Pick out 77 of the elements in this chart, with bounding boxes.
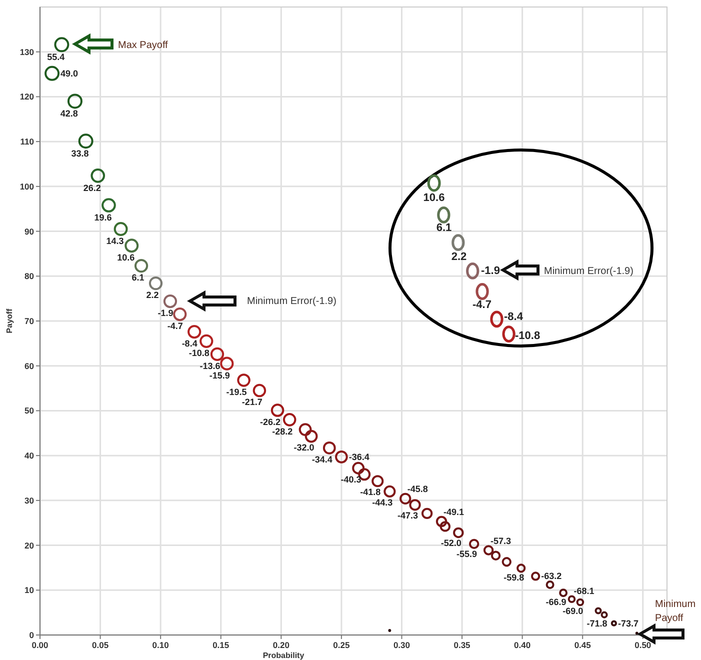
annotation: -71.8 [586, 618, 608, 628]
annotation: 42.8 [60, 108, 78, 119]
annotation: -21.7 [242, 397, 262, 408]
x-tick-label: 0.40 [514, 640, 531, 650]
annotation: Minimum Payoff [655, 599, 696, 624]
annotation: 2.2 [451, 251, 467, 263]
annotation: Max Payoff [118, 40, 168, 51]
y-tick-label: 10 [24, 585, 34, 596]
annotation: -44.3 [372, 497, 393, 508]
annotation: -4.7 [472, 299, 492, 311]
y-tick-label: 80 [24, 271, 34, 282]
y-tick-label: 90 [24, 226, 34, 236]
annotation: -10.8 [515, 330, 540, 342]
y-tick-label: 120 [20, 92, 34, 102]
annotation: -10.8 [188, 348, 210, 358]
y-tick-label: 60 [24, 360, 34, 371]
annotation: -69.0 [562, 606, 584, 616]
annotation: -55.9 [456, 549, 478, 560]
x-tick-label: 0.30 [393, 640, 410, 650]
y-tick-label: 20 [24, 540, 34, 550]
x-tick-label: 0.45 [574, 640, 592, 650]
x-tick-label: 0.05 [92, 640, 109, 650]
annotation: 55.4 [47, 52, 65, 62]
annotation: 49.0 [60, 68, 78, 78]
annotation: -59.8 [504, 572, 524, 583]
x-tick-label: 0.00 [32, 640, 49, 650]
annotation: -1.9 [158, 308, 174, 318]
annotation: 33.8 [71, 148, 89, 159]
annotation: 2.2 [146, 290, 159, 300]
y-tick-label: 0 [29, 630, 34, 640]
x-tick-label: 0.15 [212, 640, 230, 650]
y-tick-label: 70 [24, 316, 34, 326]
y-tick-label: 130 [20, 46, 34, 57]
annotation: -32.0 [294, 442, 314, 453]
annotation: -8.4 [182, 338, 198, 349]
y-tick-label: 110 [20, 136, 34, 147]
x-axis-title: Probability [262, 651, 305, 660]
annotation: 14.3 [106, 236, 124, 246]
annotation: -49.1 [444, 506, 464, 517]
annotation: -63.2 [541, 571, 562, 582]
annotation: -68.1 [574, 586, 594, 596]
annotation: -57.3 [490, 536, 512, 546]
annotation: -40.3 [340, 474, 362, 484]
annotation: -8.4 [504, 311, 524, 323]
annotation: 26.2 [83, 182, 101, 193]
x-tick-label: 0.10 [152, 640, 170, 650]
y-axis-title: Payoff [5, 308, 14, 334]
annotation: -15.9 [209, 370, 230, 380]
x-tick-label: 0.25 [333, 640, 350, 650]
annotation: -47.3 [397, 510, 418, 521]
annotation: 10.6 [423, 192, 445, 204]
annotation: -36.4 [348, 452, 370, 462]
annotation: 6.1 [132, 272, 144, 283]
x-tick-label: 0.35 [454, 640, 471, 650]
annotation: -41.8 [360, 487, 381, 498]
annotation: Minimum Error(-1.9) [247, 296, 336, 307]
annotation: -66.9 [546, 597, 566, 608]
annotation: -34.4 [312, 454, 332, 464]
y-tick-label: 30 [24, 495, 34, 506]
annotation: -45.8 [407, 484, 428, 494]
annotation: 10.6 [117, 252, 135, 263]
annotation: 6.1 [436, 222, 452, 234]
x-tick-label: 0.50 [634, 640, 652, 650]
annotation: -4.7 [167, 321, 183, 332]
annotation: 19.6 [94, 212, 112, 222]
annotation: -26.2 [260, 416, 281, 427]
annotation: -73.7 [618, 618, 639, 628]
y-tick-label: 50 [24, 406, 34, 416]
annotation: -13.6 [200, 361, 220, 372]
y-tick-label: 100 [20, 181, 34, 192]
annotation: -28.2 [272, 426, 293, 436]
x-tick-label: 0.20 [272, 640, 290, 650]
annotation: -19.5 [226, 386, 247, 397]
annotation: -52.0 [440, 538, 462, 548]
annotation: Minimum Error(-1.9) [544, 266, 634, 277]
y-tick-label: 40 [24, 450, 34, 461]
annotation: -1.9 [481, 265, 500, 277]
